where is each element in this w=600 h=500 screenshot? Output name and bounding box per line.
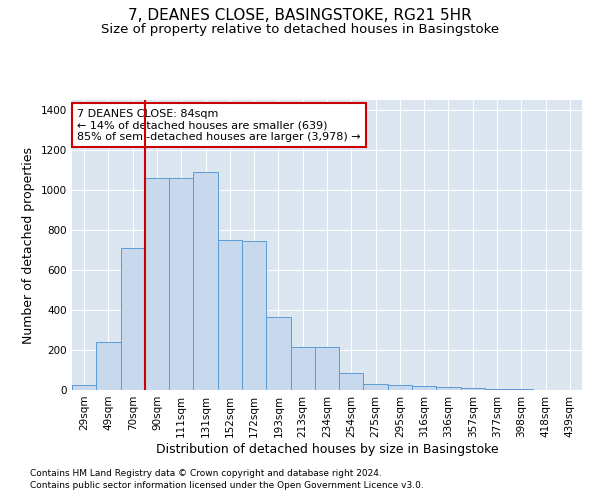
Bar [169,178,193,390]
Text: Contains HM Land Registry data © Crown copyright and database right 2024.: Contains HM Land Registry data © Crown c… [30,468,382,477]
Bar [218,240,242,390]
Bar [96,342,121,390]
Bar [364,384,388,390]
Bar [193,172,218,390]
Y-axis label: Number of detached properties: Number of detached properties [22,146,35,344]
Bar [485,389,509,390]
Text: Distribution of detached houses by size in Basingstoke: Distribution of detached houses by size … [155,442,499,456]
Text: 7, DEANES CLOSE, BASINGSTOKE, RG21 5HR: 7, DEANES CLOSE, BASINGSTOKE, RG21 5HR [128,8,472,22]
Bar [412,386,436,390]
Text: Size of property relative to detached houses in Basingstoke: Size of property relative to detached ho… [101,22,499,36]
Bar [242,241,266,390]
Bar [121,248,145,390]
Bar [339,373,364,390]
Bar [315,347,339,390]
Bar [461,388,485,390]
Bar [290,347,315,390]
Bar [145,178,169,390]
Text: 7 DEANES CLOSE: 84sqm
← 14% of detached houses are smaller (639)
85% of semi-det: 7 DEANES CLOSE: 84sqm ← 14% of detached … [77,108,361,142]
Bar [266,317,290,390]
Bar [388,385,412,390]
Bar [72,385,96,390]
Text: Contains public sector information licensed under the Open Government Licence v3: Contains public sector information licen… [30,481,424,490]
Bar [509,389,533,390]
Bar [436,387,461,390]
